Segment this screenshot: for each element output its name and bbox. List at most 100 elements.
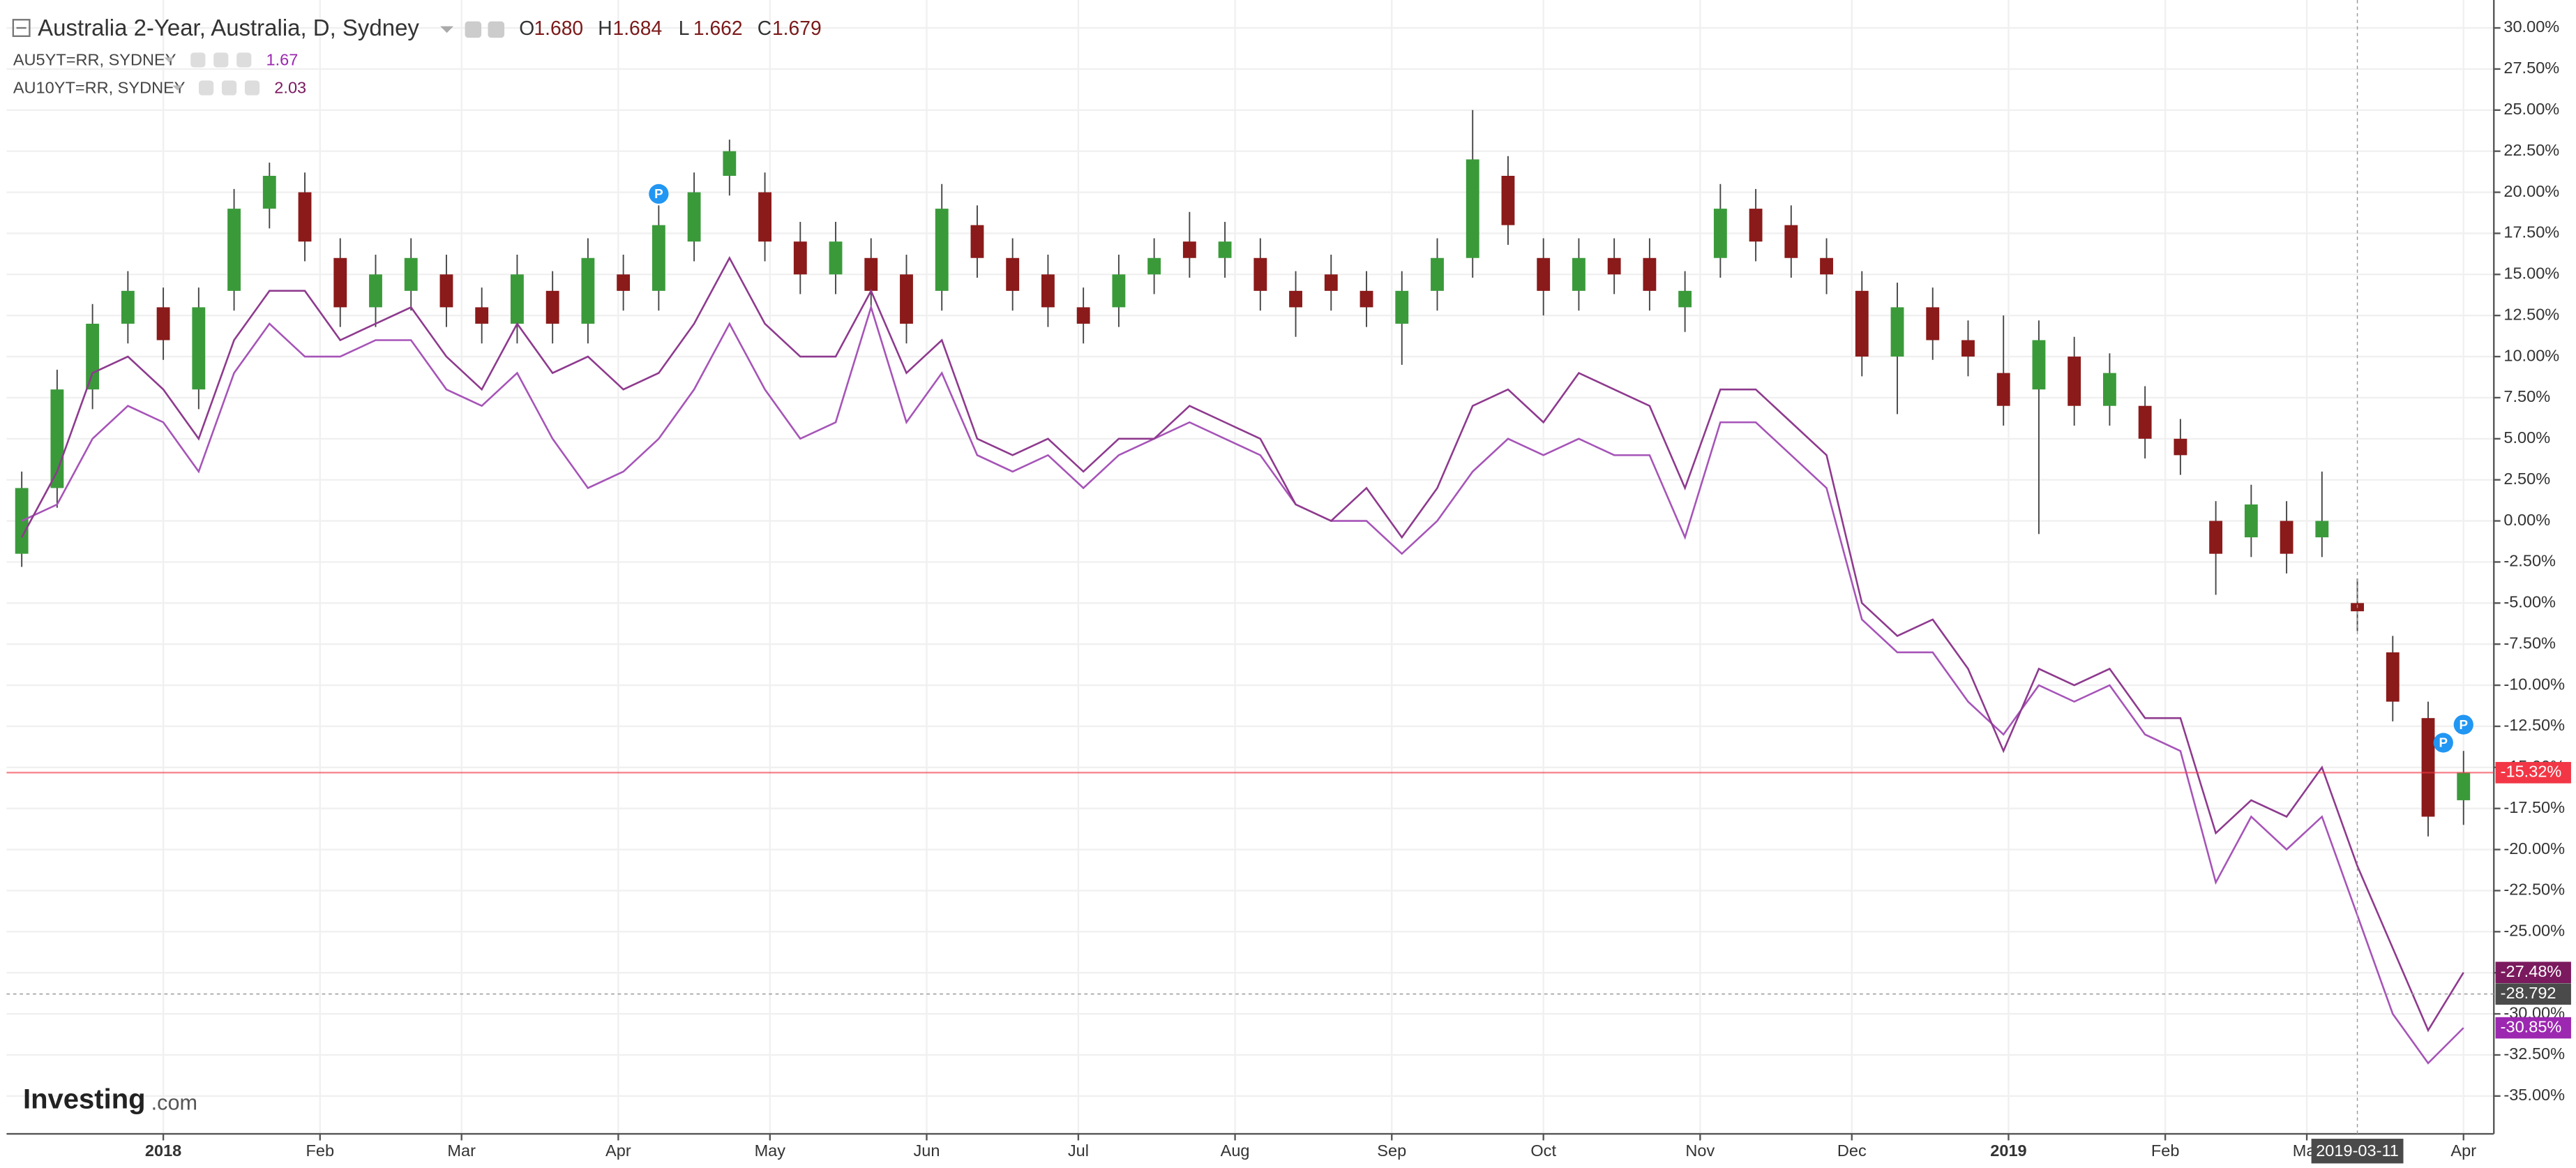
candle-body — [121, 290, 135, 324]
candle-body — [1820, 257, 1833, 275]
event-marker-label: P — [654, 186, 663, 201]
x-tick-label: May — [755, 1141, 786, 1160]
x-tick-label: Mar — [447, 1141, 476, 1160]
y-tick-label: -35.00% — [2503, 1086, 2565, 1104]
x-tick-label: Sep — [1377, 1141, 1406, 1160]
settings-icon[interactable] — [488, 21, 505, 38]
candle-body — [687, 192, 701, 242]
visibility-icon[interactable] — [198, 80, 214, 96]
visibility-icon[interactable] — [190, 52, 206, 68]
candle-body — [1112, 274, 1126, 308]
crosshair-date-label: 2019-03-11 — [2316, 1141, 2399, 1160]
candle-body — [439, 274, 453, 308]
candle-body — [1182, 241, 1196, 258]
y-tick-label: 15.00% — [2503, 264, 2559, 283]
ohlc-value: 1.680 — [534, 17, 583, 39]
price-label-box — [2495, 961, 2571, 984]
candle-body — [1961, 340, 1975, 357]
candle-body — [404, 257, 418, 291]
candle-body — [2138, 405, 2152, 439]
x-tick-label: Nov — [1685, 1141, 1715, 1160]
candle-body — [2280, 521, 2293, 554]
price-label-box — [2495, 762, 2571, 784]
candle-body — [545, 290, 559, 324]
price-label: -30.85% — [2501, 1017, 2562, 1035]
candle-body — [511, 274, 524, 324]
y-tick-label: 7.50% — [2503, 387, 2550, 405]
logo: Investing — [23, 1084, 146, 1114]
candle-body — [1501, 175, 1515, 225]
crosshair-date-box — [2311, 1139, 2404, 1164]
remove-icon[interactable] — [244, 80, 260, 96]
x-tick-label: 2018 — [145, 1141, 181, 1160]
y-tick-label: 5.00% — [2503, 428, 2550, 447]
candle-body — [758, 192, 771, 242]
candle-body — [1218, 241, 1232, 258]
candle-body — [156, 307, 170, 340]
candle-body — [1359, 290, 1373, 308]
price-label: -15.32% — [2501, 763, 2562, 781]
candle-body — [1890, 307, 1904, 357]
candle-body — [581, 257, 595, 324]
candle-body — [192, 307, 206, 390]
candle-body — [1431, 257, 1444, 291]
series-line — [21, 256, 2464, 1033]
candle-body — [2457, 772, 2471, 800]
x-tick-label: Jul — [1068, 1141, 1089, 1160]
settings-icon[interactable] — [465, 21, 482, 38]
candle-body — [793, 241, 807, 275]
x-tick-label: Apr — [2450, 1141, 2476, 1160]
x-tick-label: 2019 — [1990, 1141, 2026, 1160]
candle-body — [86, 323, 100, 390]
candle-body — [1996, 373, 2010, 406]
y-tick-label: -20.00% — [2503, 839, 2565, 858]
plot — [15, 110, 2471, 1065]
candle-body — [2315, 521, 2329, 538]
y-tick-label: 27.50% — [2503, 59, 2559, 77]
collapse-button[interactable] — [12, 19, 31, 37]
candle-body — [1572, 257, 1585, 291]
candle-body — [1395, 290, 1409, 324]
chart-title: Australia 2-Year, Australia, D, Sydney — [38, 15, 419, 40]
dropdown[interactable] — [440, 26, 454, 33]
candle-body — [1607, 257, 1621, 275]
crosshair-value-box — [2495, 983, 2571, 1005]
candle-body — [1041, 274, 1055, 308]
y-tick-label: -10.00% — [2503, 675, 2565, 693]
candle-body — [1324, 274, 1338, 291]
candle-body — [1749, 209, 1763, 242]
candle-body — [298, 192, 312, 242]
series-line — [21, 304, 2464, 1065]
dropdown — [164, 57, 174, 63]
candle-body — [1643, 257, 1657, 291]
price-label-box — [2495, 1017, 2571, 1039]
legend-value: 2.03 — [274, 78, 306, 96]
candle-body — [1784, 225, 1798, 258]
settings-icon[interactable] — [221, 80, 237, 96]
y-tick-label: 2.50% — [2503, 470, 2550, 488]
candle-body — [864, 257, 878, 291]
candle-body — [1855, 290, 1869, 357]
y-tick-label: -22.50% — [2503, 881, 2565, 899]
x-tick-label: Oct — [1530, 1141, 1556, 1160]
y-tick-label: -5.00% — [2503, 593, 2556, 611]
candle-body — [1713, 209, 1727, 258]
candle-body — [2067, 357, 2081, 406]
event-marker — [2433, 733, 2453, 753]
x-tick-label: Jun — [913, 1141, 940, 1160]
candle-body — [262, 175, 276, 209]
remove-icon[interactable] — [236, 52, 252, 68]
settings-icon[interactable] — [213, 52, 229, 68]
dropdown — [172, 85, 183, 91]
ohlc-value: 1.684 — [613, 17, 663, 39]
ohlc-label: H — [598, 17, 612, 39]
ohlc-label: C — [758, 17, 771, 39]
crosshair-value-label: -28.792 — [2501, 984, 2556, 1002]
candle-body — [2386, 652, 2400, 702]
event-marker — [2453, 714, 2473, 735]
x-tick-label: Dec — [1837, 1141, 1867, 1160]
candle-body — [829, 241, 843, 275]
y-tick-label: -25.00% — [2503, 922, 2565, 940]
